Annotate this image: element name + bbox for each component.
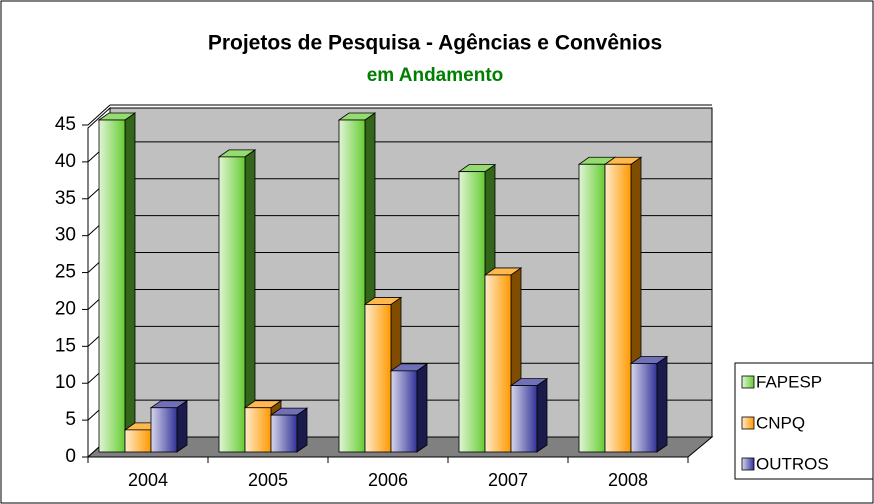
- bar-front: [98, 119, 126, 453]
- y-tick-label: 45: [55, 114, 76, 135]
- legend-swatch: [741, 416, 755, 430]
- x-tick-label: 2008: [608, 470, 648, 490]
- bar: [629, 355, 669, 453]
- bar-side: [416, 363, 428, 453]
- bar-side: [124, 112, 136, 453]
- bar-front: [244, 407, 272, 453]
- bar-front: [390, 370, 418, 453]
- legend-label: FAPESP: [756, 372, 822, 391]
- bar-side: [296, 407, 308, 453]
- chart-subtitle: em Andamento: [367, 65, 504, 86]
- y-tick-label: 20: [55, 298, 76, 319]
- x-tick-label: 2004: [128, 470, 168, 490]
- y-tick-label: 25: [55, 262, 76, 283]
- grid-line: [87, 104, 111, 126]
- bar: [149, 399, 189, 453]
- legend: [734, 362, 874, 480]
- bar-front: [338, 119, 366, 453]
- bar-front: [604, 163, 632, 453]
- x-tick-label: 2007: [488, 470, 528, 490]
- bar: [363, 296, 403, 453]
- bar-side: [656, 355, 668, 453]
- y-tick-label: 30: [55, 225, 76, 246]
- bar: [509, 377, 549, 453]
- bar-front: [150, 407, 178, 453]
- y-tick-label: 0: [65, 446, 76, 467]
- bar: [389, 363, 429, 453]
- y-tick-label: 40: [55, 151, 76, 172]
- x-tick-label: 2005: [248, 470, 288, 490]
- y-tick-label: 15: [55, 335, 76, 356]
- x-tick-label: 2006: [368, 470, 408, 490]
- bar-front: [578, 163, 606, 453]
- bar: [269, 407, 309, 453]
- bar-front: [124, 429, 152, 453]
- bar: [97, 112, 137, 453]
- legend-label: OUTROS: [756, 454, 829, 473]
- bar-front: [630, 363, 658, 453]
- bar-side: [536, 377, 548, 453]
- bar-front: [458, 171, 486, 453]
- bar-front: [218, 156, 246, 453]
- bar-front: [510, 385, 538, 453]
- y-tick-label: 5: [65, 409, 76, 430]
- bar-side: [176, 399, 188, 453]
- y-tick-label: 35: [55, 188, 76, 209]
- legend-swatch: [741, 375, 755, 389]
- legend-label: CNPQ: [756, 413, 805, 432]
- bar: [337, 112, 377, 453]
- bar-front: [270, 414, 298, 453]
- chart-title: Projetos de Pesquisa - Agências e Convên…: [208, 32, 662, 55]
- legend-swatch: [741, 457, 755, 471]
- bar-front: [364, 304, 392, 453]
- bar-front: [484, 274, 512, 453]
- y-tick-label: 10: [55, 372, 76, 393]
